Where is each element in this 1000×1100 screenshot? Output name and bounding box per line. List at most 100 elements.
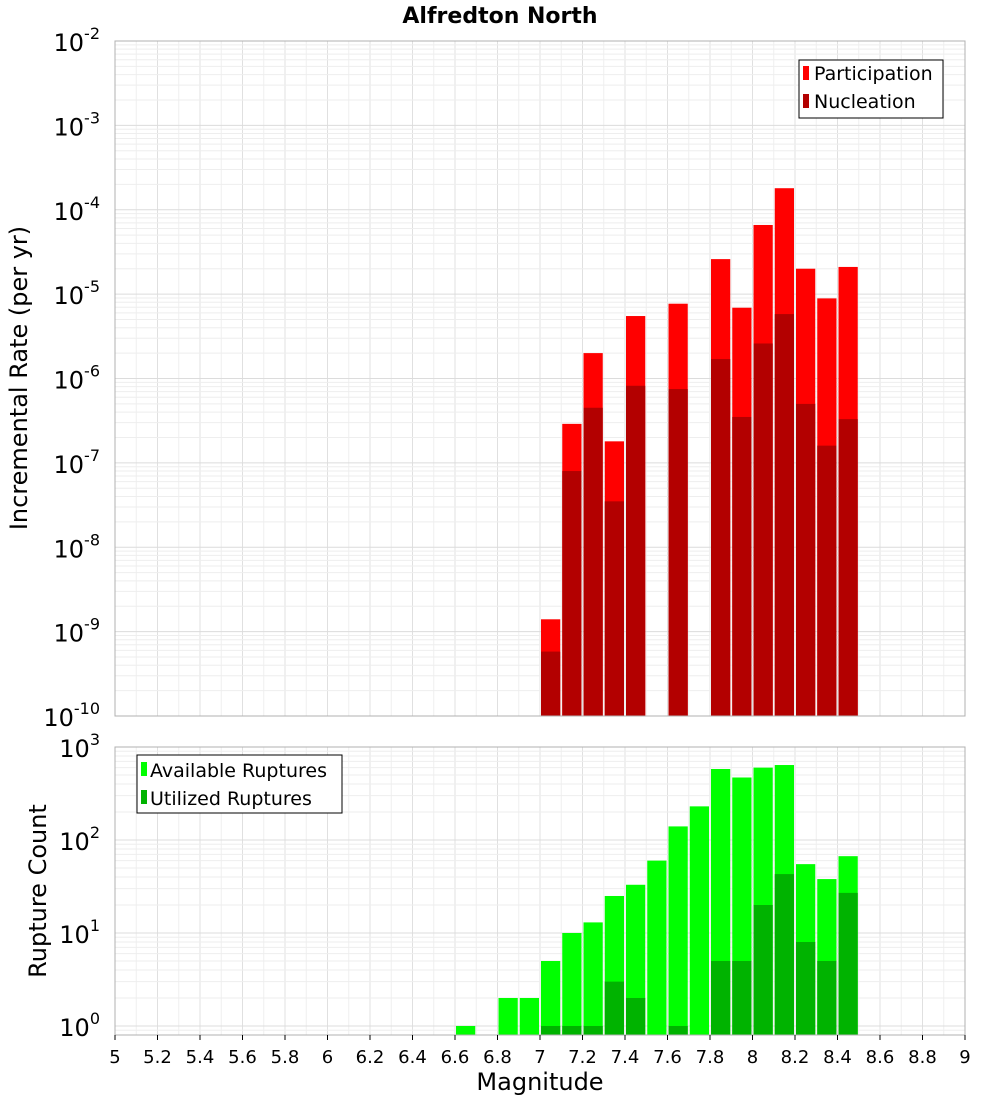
count-bar-utilized-ruptures	[541, 1025, 561, 1035]
rate-y-tick-exponent: -7	[84, 446, 100, 465]
x-tick-label: 6.4	[398, 1047, 427, 1068]
count-bar-utilized-ruptures	[753, 904, 773, 1035]
count-legend: Available Ruptures Utilized Ruptures	[136, 754, 343, 814]
rate-y-tick-label: 10-2	[54, 24, 101, 57]
x-tick-label: 5.8	[271, 1047, 300, 1068]
rate-y-tick-label: 10-6	[54, 362, 101, 395]
count-bar-utilized-ruptures	[562, 1025, 582, 1035]
count-y-tick-base: 10	[59, 828, 90, 856]
count-y-tick-label: 103	[59, 730, 100, 763]
rate-y-tick-base: 10	[43, 704, 74, 732]
legend-swatch-available	[141, 762, 147, 776]
count-y-tick-base: 10	[59, 921, 90, 949]
count-bar-utilized-ruptures	[583, 1025, 603, 1035]
x-ticks: 5 5.2 5.4 5.6 5.8 6 6.2 6.4 6.6 6.8 7 7.2 7.4 7.6 7.8 8…	[109, 1035, 971, 1068]
rate-y-tick-label: 10-7	[54, 446, 101, 479]
rate-panel: 10-210-310-410-510-610-710-810-910-10 In…	[5, 24, 966, 732]
x-tick-label: 6.2	[356, 1047, 385, 1068]
rate-y-tick-base: 10	[54, 535, 85, 563]
count-bar-available-ruptures	[456, 1025, 476, 1035]
rate-legend: Participation Nucleation	[798, 59, 944, 119]
rate-y-tick-exponent: -3	[84, 108, 100, 127]
rate-y-ticks: 10-210-310-410-510-610-710-810-910-10	[43, 24, 100, 732]
rate-bar-nucleation	[626, 385, 646, 716]
count-bar-utilized-ruptures	[817, 960, 837, 1035]
rate-bar-nucleation	[732, 416, 752, 716]
count-bars	[456, 765, 858, 1035]
x-tick-label: 7.8	[696, 1047, 725, 1068]
x-tick-label: 5.2	[143, 1047, 172, 1068]
x-tick-label: 8.2	[781, 1047, 810, 1068]
rate-y-tick-exponent: -10	[74, 699, 100, 718]
count-y-tick-exponent: 2	[90, 823, 100, 842]
count-y-tick-base: 10	[59, 1014, 90, 1042]
rate-bar-nucleation	[796, 403, 816, 716]
x-tick-label: 6	[322, 1047, 333, 1068]
rate-bar-nucleation	[774, 314, 794, 716]
rate-y-tick-base: 10	[54, 29, 85, 57]
x-tick-label: 7.6	[653, 1047, 682, 1068]
x-tick-label: 8	[747, 1047, 758, 1068]
rate-y-tick-label: 10-3	[54, 108, 101, 141]
rate-bar-nucleation	[541, 651, 561, 716]
x-tick-label: 9	[959, 1047, 970, 1068]
x-tick-label: 5.4	[186, 1047, 215, 1068]
x-tick-label: 7	[534, 1047, 545, 1068]
legend-label-nucleation: Nucleation	[814, 91, 916, 113]
count-bar-utilized-ruptures	[604, 981, 624, 1035]
x-tick-label: 6.6	[441, 1047, 470, 1068]
count-bar-available-ruptures	[647, 860, 667, 1035]
count-bar-available-ruptures	[689, 806, 709, 1035]
count-bar-available-ruptures	[562, 932, 582, 1035]
count-bar-utilized-ruptures	[732, 960, 752, 1035]
x-axis-label: Magnitude	[476, 1068, 603, 1096]
rate-y-axis-label: Incremental Rate (per yr)	[5, 226, 33, 530]
rate-plot-frame	[114, 40, 966, 717]
count-bar-available-ruptures	[626, 884, 646, 1035]
rate-y-tick-exponent: -6	[84, 362, 100, 381]
count-y-tick-label: 101	[59, 916, 100, 949]
count-bar-available-ruptures	[541, 960, 561, 1035]
legend-swatch-participation	[803, 66, 809, 80]
rate-y-tick-exponent: -2	[84, 24, 100, 43]
count-legend-box	[136, 754, 343, 814]
rate-bar-nucleation	[838, 419, 858, 716]
rate-y-tick-base: 10	[54, 620, 85, 648]
rate-y-tick-base: 10	[54, 113, 85, 141]
rate-bar-nucleation	[583, 407, 603, 716]
legend-label-available: Available Ruptures	[150, 760, 327, 782]
count-bar-available-ruptures	[583, 922, 603, 1035]
rate-y-tick-base: 10	[54, 367, 85, 395]
x-tick-label: 5	[109, 1047, 120, 1068]
x-tick-label: 6.8	[483, 1047, 512, 1068]
rate-y-tick-exponent: -9	[84, 615, 100, 634]
count-bar-utilized-ruptures	[796, 942, 816, 1035]
rate-y-tick-exponent: -8	[84, 530, 100, 549]
rate-y-tick-label: 10-5	[54, 277, 101, 310]
count-bar-utilized-ruptures	[711, 960, 731, 1035]
rate-bar-nucleation	[668, 389, 688, 716]
rate-bar-nucleation	[753, 343, 773, 716]
rate-y-tick-base: 10	[54, 282, 85, 310]
count-bar-available-ruptures	[498, 997, 518, 1035]
rate-legend-box	[798, 59, 944, 119]
rate-grid	[114, 41, 966, 717]
rate-y-tick-base: 10	[54, 198, 85, 226]
count-bar-available-ruptures	[519, 997, 539, 1035]
rate-y-tick-label: 10-10	[43, 699, 100, 732]
count-bar-utilized-ruptures	[668, 1025, 688, 1035]
count-y-tick-exponent: 3	[90, 730, 100, 749]
count-y-tick-exponent: 1	[90, 916, 100, 935]
rate-y-tick-exponent: -5	[84, 277, 100, 296]
count-bar-available-ruptures	[668, 826, 688, 1035]
rate-bars	[541, 188, 858, 717]
rate-bar-nucleation	[711, 359, 731, 716]
rate-bar-nucleation	[817, 445, 837, 716]
rate-y-tick-base: 10	[54, 451, 85, 479]
x-tick-label: 8.8	[908, 1047, 937, 1068]
x-tick-label: 5.6	[228, 1047, 257, 1068]
x-tick-label: 8.4	[823, 1047, 852, 1068]
rate-bar-nucleation	[604, 501, 624, 716]
